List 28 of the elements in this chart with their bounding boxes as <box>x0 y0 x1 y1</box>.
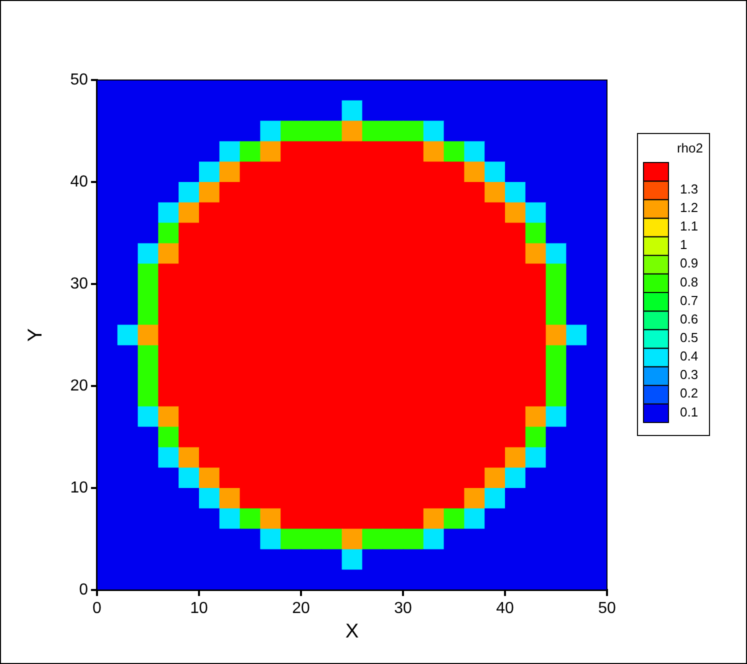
color-bar-label: 0.3 <box>680 367 698 382</box>
color-bar-label: 0.2 <box>680 386 698 401</box>
color-bar-label: 0.4 <box>680 348 698 364</box>
x-tick-label: 40 <box>496 600 514 618</box>
x-tick-label: 10 <box>190 600 208 618</box>
y-tick-label: 40 <box>70 173 88 190</box>
color-bar-label: 1 <box>680 237 688 252</box>
color-bar-label: 1.1 <box>680 218 698 234</box>
color-bar-title: rho2 <box>676 140 703 156</box>
x-tick-label: 0 <box>92 600 102 618</box>
y-axis-title: Y <box>24 328 47 342</box>
color-bar-label: 0.8 <box>680 274 698 290</box>
x-tick-label: 20 <box>292 600 310 618</box>
y-tick-label: 0 <box>79 581 88 598</box>
color-bar-label: 1.3 <box>680 181 698 196</box>
y-tick-label: 20 <box>70 377 88 394</box>
color-bar-label: 0.7 <box>680 292 698 308</box>
x-tick-label: 50 <box>598 600 616 618</box>
color-bar-label: 0.1 <box>680 404 698 420</box>
y-tick-label: 10 <box>70 479 88 496</box>
color-bar-label: 1.2 <box>680 200 698 216</box>
color-bar-label: 0.6 <box>680 311 698 326</box>
x-tick-label: 30 <box>394 600 412 618</box>
x-axis-title: X <box>345 620 359 643</box>
y-tick-label: 30 <box>70 275 88 292</box>
color-bar-label: 0.9 <box>680 256 698 271</box>
color-bar-label: 0.5 <box>680 330 698 346</box>
y-tick-label: 50 <box>70 71 88 88</box>
